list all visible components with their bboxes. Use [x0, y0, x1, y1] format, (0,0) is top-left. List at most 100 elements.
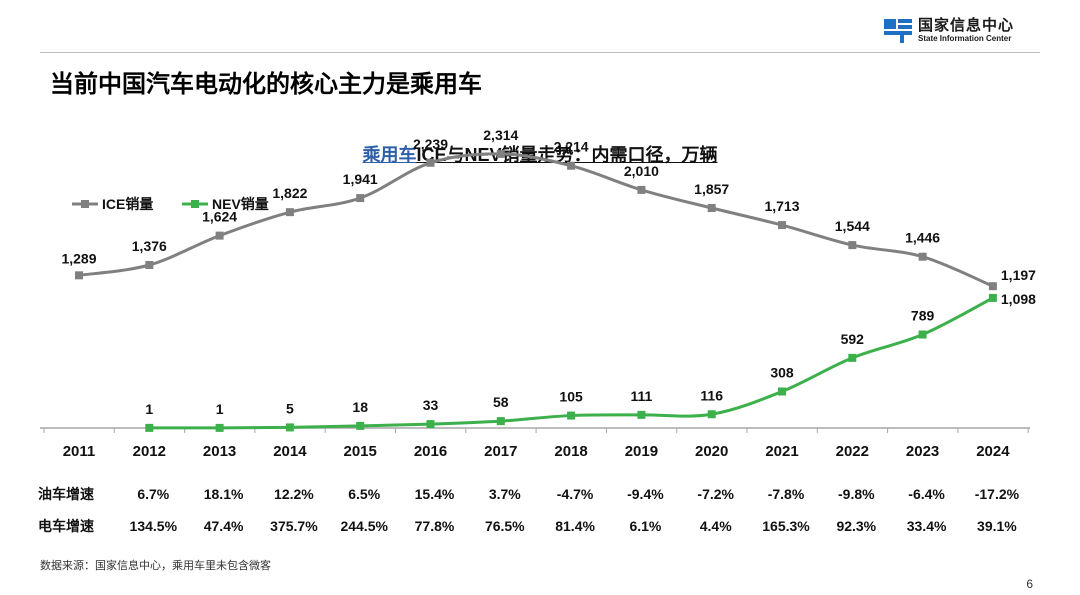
data-point-nev [356, 421, 365, 430]
page-title: 当前中国汽车电动化的核心主力是乘用车 [50, 71, 482, 98]
growth-cell: 47.4% [204, 518, 244, 534]
data-label: 1,197 [1001, 267, 1036, 283]
legend-marker [191, 200, 199, 208]
data-label: 1,624 [202, 209, 237, 225]
x-tick-label: 2016 [414, 443, 447, 460]
data-label: 2,010 [624, 163, 659, 179]
data-label: 1,713 [764, 198, 799, 214]
data-label: 1,822 [272, 185, 307, 201]
series-line-ice [78, 152, 994, 288]
x-tick-label: 2017 [484, 443, 517, 460]
data-label: 116 [700, 387, 723, 403]
data-label: 1,544 [835, 218, 870, 234]
data-label: 58 [493, 394, 509, 410]
data-label: 1 [216, 401, 224, 417]
data-label: 33 [423, 397, 439, 413]
growth-cell: 18.1% [204, 486, 244, 502]
data-point-ice [707, 204, 716, 213]
data-point-nev [707, 410, 716, 419]
data-label: 1 [145, 401, 153, 417]
growth-cell: 12.2% [274, 486, 314, 502]
growth-cell: 6.5% [348, 486, 380, 502]
data-point-nev [496, 417, 505, 426]
growth-cell: 92.3% [836, 518, 876, 534]
data-label: 789 [911, 308, 935, 324]
data-point-ice [145, 260, 154, 269]
data-label: 308 [770, 365, 794, 381]
growth-cell: 76.5% [485, 518, 525, 534]
growth-cell: -7.8% [768, 486, 805, 502]
growth-cell: 33.4% [907, 518, 947, 534]
data-point-nev [778, 387, 786, 396]
growth-cell: -9.8% [838, 486, 875, 502]
data-point-nev [988, 293, 997, 302]
growth-cell: -7.2% [697, 486, 734, 502]
x-tick-label: 2018 [554, 443, 587, 460]
source-note: 数据来源：国家信息中心，乘用车里未包含微客 [40, 560, 271, 572]
data-point-nev [848, 353, 857, 362]
growth-cell: 3.7% [489, 486, 521, 502]
data-point-nev [285, 423, 294, 432]
legend-label: NEV销量 [212, 196, 269, 212]
data-label: 1,857 [694, 181, 729, 197]
data-label: 105 [559, 389, 583, 405]
logo-english-name: State Information Center [918, 34, 1012, 43]
growth-cell: -4.7% [557, 486, 594, 502]
legend-marker [81, 200, 89, 208]
data-point-ice [285, 208, 294, 217]
chart-title-highlight: 乘用车 [362, 145, 417, 165]
data-label: 1,289 [61, 250, 96, 266]
data-point-ice [988, 282, 997, 291]
growth-cell: 15.4% [415, 486, 455, 502]
data-point-ice [778, 221, 786, 230]
x-tick-label: 2023 [906, 443, 939, 460]
data-point-ice [215, 231, 224, 240]
data-point-nev [567, 411, 576, 420]
data-point-ice [567, 161, 576, 170]
growth-cell: 77.8% [415, 518, 455, 534]
data-label: 592 [841, 331, 865, 347]
data-label: 2,214 [554, 139, 589, 155]
growth-cell: 165.3% [762, 518, 810, 534]
data-point-ice [848, 241, 857, 250]
growth-cell: 39.1% [977, 518, 1017, 534]
growth-cell: 375.7% [270, 518, 318, 534]
data-label: 18 [352, 399, 368, 415]
growth-cell: 244.5% [340, 518, 388, 534]
data-label: 1,941 [343, 171, 378, 187]
x-tick-label: 2019 [625, 443, 658, 460]
data-point-nev [145, 423, 154, 432]
data-point-ice [918, 252, 927, 261]
x-tick-label: 2022 [836, 443, 869, 460]
x-tick-label: 2024 [976, 443, 1010, 460]
data-point-ice [496, 149, 505, 158]
state-information-center-logo-icon [884, 18, 912, 43]
data-label: 5 [286, 400, 294, 416]
data-point-nev [426, 420, 435, 429]
data-point-ice [75, 271, 83, 280]
data-point-nev [918, 330, 927, 339]
data-point-nev [215, 423, 224, 432]
page-number: 6 [1026, 577, 1033, 591]
series-line-nev [149, 296, 994, 430]
growth-cell: 81.4% [555, 518, 595, 534]
growth-cell: 134.5% [130, 518, 178, 534]
data-label: 111 [630, 388, 652, 404]
header-divider [40, 52, 1040, 53]
chart-title: 乘用车ICE与NEV销量走势：内需口径，万辆 [0, 141, 1080, 167]
data-point-ice [637, 185, 646, 194]
x-tick-label: 2015 [344, 443, 377, 460]
growth-cell: 6.1% [629, 518, 661, 534]
data-label: 1,376 [132, 238, 167, 254]
data-point-ice [426, 158, 435, 167]
growth-cell: 4.4% [700, 518, 732, 534]
data-label: 1,446 [905, 230, 940, 246]
x-tick-label: 2020 [695, 443, 728, 460]
x-tick-label: 2012 [133, 443, 166, 460]
growth-cell: 6.7% [137, 486, 169, 502]
data-point-ice [356, 194, 365, 203]
x-tick-label: 2021 [765, 443, 798, 460]
growth-row-label: 油车增速 [38, 486, 94, 502]
data-label: 2,239 [413, 136, 448, 152]
